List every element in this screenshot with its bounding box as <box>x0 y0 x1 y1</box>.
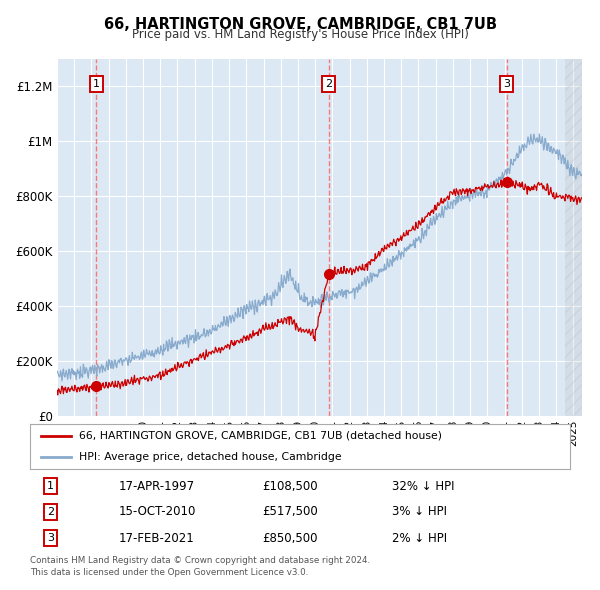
Text: 2% ↓ HPI: 2% ↓ HPI <box>392 532 447 545</box>
Text: Contains HM Land Registry data © Crown copyright and database right 2024.
This d: Contains HM Land Registry data © Crown c… <box>30 556 370 577</box>
Text: 17-FEB-2021: 17-FEB-2021 <box>119 532 195 545</box>
Text: 2: 2 <box>47 507 54 517</box>
Text: 17-APR-1997: 17-APR-1997 <box>119 480 195 493</box>
Text: £108,500: £108,500 <box>262 480 318 493</box>
Text: 66, HARTINGTON GROVE, CAMBRIDGE, CB1 7UB: 66, HARTINGTON GROVE, CAMBRIDGE, CB1 7UB <box>104 17 497 31</box>
Text: Price paid vs. HM Land Registry's House Price Index (HPI): Price paid vs. HM Land Registry's House … <box>131 28 469 41</box>
Text: 3: 3 <box>503 78 510 88</box>
Text: 1: 1 <box>93 78 100 88</box>
Text: 3: 3 <box>47 533 54 543</box>
Text: £850,500: £850,500 <box>262 532 318 545</box>
Text: 32% ↓ HPI: 32% ↓ HPI <box>392 480 454 493</box>
Text: 3% ↓ HPI: 3% ↓ HPI <box>392 505 447 519</box>
Text: 1: 1 <box>47 481 54 491</box>
Text: HPI: Average price, detached house, Cambridge: HPI: Average price, detached house, Camb… <box>79 452 341 462</box>
Text: £517,500: £517,500 <box>262 505 318 519</box>
Text: 15-OCT-2010: 15-OCT-2010 <box>119 505 196 519</box>
Bar <box>565 59 582 416</box>
Text: 66, HARTINGTON GROVE, CAMBRIDGE, CB1 7UB (detached house): 66, HARTINGTON GROVE, CAMBRIDGE, CB1 7UB… <box>79 431 442 441</box>
Text: 2: 2 <box>325 78 332 88</box>
